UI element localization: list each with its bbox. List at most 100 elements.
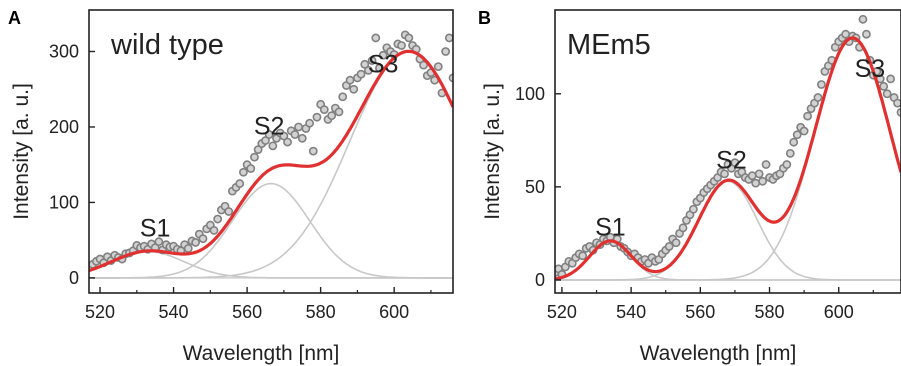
data-point [290,130,300,139]
data-point [349,84,359,94]
data-point [308,146,318,156]
data-point [730,158,740,168]
data-point [154,237,164,247]
data-point [761,160,771,169]
data-point [191,238,201,247]
peak-label-s1: S1 [140,214,171,242]
component-curve-1 [89,250,453,279]
data-point [305,118,315,128]
y-tick-label: 0 [535,270,545,290]
data-point [758,176,767,186]
data-point [444,33,453,43]
data-point [858,14,868,24]
data-point [578,251,588,261]
y-tick-label: 0 [69,268,79,288]
component-curve-1 [555,240,901,281]
data-point [886,74,896,84]
data-point [678,223,688,233]
data-point [803,111,812,121]
x-tick-label: 560 [685,302,715,322]
peak-label-s2: S2 [716,146,747,174]
data-point [689,204,698,214]
y-tick-label: 100 [515,84,545,104]
peak-label-s2: S2 [254,113,285,141]
data-point [720,169,729,179]
panel-b: 520 540 560 580 600 0 50 100 Wavelength [nm] Inte… [478,8,901,365]
data-point [198,234,208,244]
data-point [294,122,303,132]
panel-letter: B [478,8,491,28]
data-point [664,242,674,251]
peak-label-s3: S3 [855,55,886,83]
y-tick-label: 50 [525,177,545,197]
data-point [279,131,289,141]
panel-title: MEm5 [567,29,651,61]
data-point [253,145,263,155]
x-tick-label: 600 [824,302,854,322]
panel-a: 520 540 560 580 600 0 100 200 300 Wavelength [nm]… [8,8,454,365]
data-point [404,33,414,43]
data-point [327,111,337,121]
data-point [782,160,792,169]
data-point [312,112,322,122]
x-tick-label: 560 [232,302,262,322]
data-point [896,108,901,117]
data-point [747,171,757,181]
peak-label-s1: S1 [595,213,626,241]
data-point [789,137,799,147]
data-point [268,141,278,151]
data-point [799,126,809,136]
data-point [785,148,795,158]
data-point [419,60,428,70]
data-point [433,62,443,71]
x-tick-label: 600 [379,302,409,322]
data-point [792,130,802,140]
data-point [334,107,344,117]
data-point [364,65,373,75]
data-point [235,179,245,188]
data-point [397,41,406,50]
data-point [224,207,234,216]
plot-frame [554,9,901,294]
data-point [441,47,451,56]
data-point [754,169,764,179]
y-axis-label: Intensity [a. u.] [10,83,33,220]
data-point [264,130,274,139]
data-point [879,81,889,91]
data-point [671,238,681,248]
data-point [213,214,223,224]
data-point [367,56,377,65]
panel-title: wild type [110,29,224,61]
data-point [239,167,248,177]
data-point [356,69,366,79]
y-axis-label: Intensity [a. u.] [481,83,504,220]
y-tick-label: 200 [49,117,79,137]
data-point [261,136,270,145]
y-tick-label: 300 [49,42,79,62]
data-point [882,89,892,99]
fit-curve [89,49,453,273]
data-point [209,225,219,235]
x-axis-label: Wavelength [nm] [640,342,797,365]
data-point [893,98,901,108]
data-point [360,59,370,69]
fit-curve [555,36,901,281]
x-tick-label: 540 [616,302,646,322]
peak-label-s3: S3 [368,51,399,79]
x-tick-label: 520 [85,302,115,322]
data-point [183,244,193,253]
data-point [751,178,761,188]
data-point [378,50,388,60]
x-axis-label: Wavelength [nm] [183,342,340,365]
data-point [841,29,851,39]
data-point [246,164,256,173]
x-tick-label: 580 [306,302,336,322]
data-point [862,29,871,39]
x-tick-label: 520 [547,302,577,322]
data-point [319,105,329,115]
data-point [371,33,381,43]
plot-area [555,14,901,281]
data-point [297,133,307,143]
x-tick-label: 540 [159,302,189,322]
